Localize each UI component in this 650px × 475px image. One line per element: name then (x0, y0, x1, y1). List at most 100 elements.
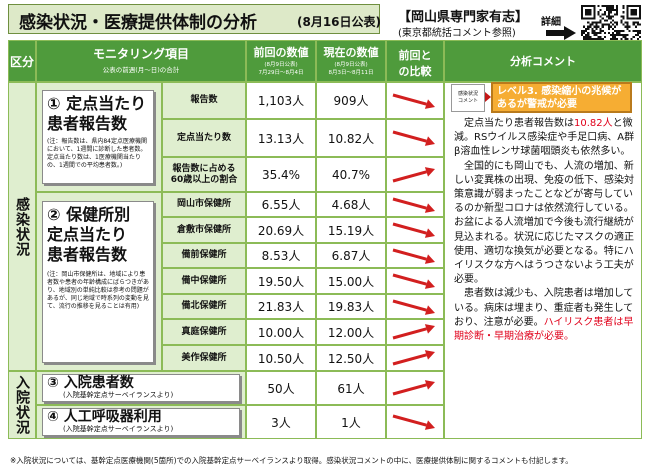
row-label: 岡山市保健所 (176, 199, 231, 209)
curr-value: 61人 (317, 372, 385, 404)
arrow-down-right-icon (392, 299, 435, 315)
prev-value: 35.4% (247, 158, 315, 191)
curr-value: 12.50人 (317, 346, 385, 370)
curr-value: 1人 (317, 406, 385, 438)
prev-value: 10.00人 (247, 320, 315, 344)
comment-paragraph-2: 全国的にも岡山でも、人流の増加、新しい変異株の出現、免疫の低下、感染対策意識が弱… (454, 160, 634, 286)
page-title-box: 感染状況・医療提供体制の分析 (8月16日公表) (8, 4, 382, 34)
compare-cell (387, 346, 443, 370)
prev-value: 3人 (247, 406, 315, 438)
triangle-right-icon (485, 92, 491, 102)
item-fixed-point-title: ① 定点当たり 患者報告数 (47, 94, 147, 133)
curr-value: 909人 (317, 83, 385, 118)
item-health-center: ② 保健所別 定点当たり 患者報告数 (注：岡山市保健所は、地域により患者数や患… (37, 193, 161, 370)
col-item-sub: 公表の前週(月～日)の合計 (102, 66, 180, 74)
col-comment: 分析コメント (445, 41, 641, 81)
col-prev-sub2: 7月29日～8月4日 (258, 70, 304, 76)
row-label: 倉敷市保健所 (176, 224, 231, 235)
row-label: 報告数に占める 60歳以上の割合 (170, 163, 238, 185)
category-infection-label: 感染状況 (14, 196, 30, 257)
prev-value: 10.50人 (247, 346, 315, 370)
item-ventilator-note: (入院基幹定点サーベイランスより) (63, 425, 174, 433)
arrow-down-right-icon (392, 414, 435, 430)
col-prev: 前回の数値 (8月9日公表) 7月29日～8月4日 (247, 41, 315, 81)
comment-paragraph-1: 定点当たり患者報告数は10.82人と微減。RSウイルス感染症や手足口病、A群β溶… (454, 117, 640, 160)
publish-date: (8月16日公表) (297, 15, 382, 29)
category-hospital-label: 入院状況 (14, 375, 30, 435)
comment-p3-a: 患者数は減少も、入院患者は増加している。病床は埋まり、重症者も発生しており、注意… (454, 288, 634, 328)
prev-value: 13.13人 (247, 120, 315, 156)
item-health-center-title: ② 保健所別 定点当たり 患者報告数 (47, 205, 131, 264)
footer-note: ※入院状況については、基幹定点医療機関(5箇所)での入院基幹定点サーベイランスよ… (10, 456, 573, 465)
compare-cell (387, 320, 443, 344)
col-compare-line1: 前回と (398, 49, 432, 62)
level-box: レベル3. 感染縮小の兆候があるが警戒が必要 (491, 82, 632, 113)
arrow-up-right-icon (392, 324, 435, 340)
item-inpatient-note: (入院基幹定点サーベイランスより) (63, 391, 174, 399)
prev-value: 19.50人 (247, 269, 315, 293)
item-health-center-note: (注：岡山市保健所は、地域により患者数や患者の年齢構成にばらつきがあり、地域別の… (47, 271, 150, 310)
col-item: モニタリング項目 公表の前週(月～日)の合計 (37, 41, 245, 81)
item-inpatient: ③ 入院患者数 (入院基幹定点サーベイランスより) (37, 372, 245, 404)
prev-value: 20.69人 (247, 218, 315, 242)
category-infection: 感染状況 (9, 83, 35, 370)
row-label-cell: 備北保健所 (163, 295, 245, 318)
prev-value: 8.53人 (247, 244, 315, 267)
row-label: 備北保健所 (181, 301, 227, 311)
arrow-up-right-icon (392, 166, 435, 182)
prev-value: 21.83人 (247, 295, 315, 318)
arrow-down-right-icon (392, 197, 435, 213)
col-curr-sub1: (8月9日公表) (334, 62, 368, 68)
row-label: 美作保健所 (181, 352, 227, 363)
compare-cell (387, 244, 443, 267)
arrow-up-right-icon (392, 380, 435, 396)
curr-value: 15.19人 (317, 218, 385, 242)
compare-cell (387, 158, 443, 191)
col-curr-sub2: 8月3日～8月11日 (328, 70, 374, 76)
compare-cell (387, 406, 443, 438)
col-compare: 前回と の比較 (387, 41, 443, 81)
row-label: 定点当たり数 (176, 132, 231, 143)
comment-p1-a: 定点当たり患者報告数は (464, 118, 574, 129)
arrow-down-right-icon (392, 248, 435, 264)
curr-value: 6.87人 (317, 244, 385, 267)
curr-value: 19.83人 (317, 295, 385, 318)
prev-value: 50人 (247, 372, 315, 404)
item-inpatient-title: ③ 入院患者数 (47, 375, 134, 391)
row-label-cell: 真庭保健所 (163, 320, 245, 344)
arrow-down-right-icon (392, 273, 435, 289)
item-ventilator: ④ 人工呼吸器利用 (入院基幹定点サーベイランスより) (37, 406, 245, 438)
col-kubun: 区分 (9, 41, 35, 81)
comment-p3-red: ハイリスク患者は早期診断・早期治療が必要。 (454, 316, 634, 343)
arrow-down-right-icon (392, 130, 435, 146)
row-label: 備中保健所 (181, 275, 227, 286)
compare-cell (387, 193, 443, 216)
curr-value: 10.82人 (317, 120, 385, 156)
curr-value: 12.00人 (317, 320, 385, 344)
row-label: 報告数 (190, 95, 218, 105)
curr-value: 15.00人 (317, 269, 385, 293)
row-label-cell: 岡山市保健所 (163, 193, 245, 216)
analysis-comment: 定点当たり患者報告数は10.82人と微減。RSウイルス感染症や手足口病、A群β溶… (454, 117, 640, 344)
row-label-cell: 備前保健所 (163, 244, 245, 267)
arrow-right-icon (546, 26, 576, 40)
item-fixed-point-note: (注：報告数は、県内84定点医療機関において、1週間に診断した患者数。定点当たり… (47, 138, 147, 169)
col-compare-line2: の比較 (398, 65, 432, 78)
arrow-up-right-icon (392, 350, 435, 366)
col-item-title: モニタリング項目 (92, 47, 189, 61)
comment-p1-red: 10.82人 (574, 118, 613, 129)
prev-value: 1,103人 (247, 83, 315, 118)
compare-cell (387, 295, 443, 318)
item-fixed-point: ① 定点当たり 患者報告数 (注：報告数は、県内84定点医療機関において、1週間… (37, 83, 161, 191)
arrow-down-right-icon (392, 93, 435, 109)
row-label: 真庭保健所 (181, 326, 227, 337)
expert-group: 【岡山県専門家有志】 (398, 10, 529, 25)
row-label-cell: 報告数 (163, 83, 245, 118)
row-label-cell: 倉敷市保健所 (163, 218, 245, 242)
compare-cell (387, 372, 443, 404)
row-label-cell: 報告数に占める 60歳以上の割合 (163, 158, 245, 191)
row-label-cell: 美作保健所 (163, 346, 245, 370)
col-prev-sub1: (8月9日公表) (264, 62, 298, 68)
detail-label: 詳細 (541, 17, 561, 28)
compare-cell (387, 120, 443, 156)
